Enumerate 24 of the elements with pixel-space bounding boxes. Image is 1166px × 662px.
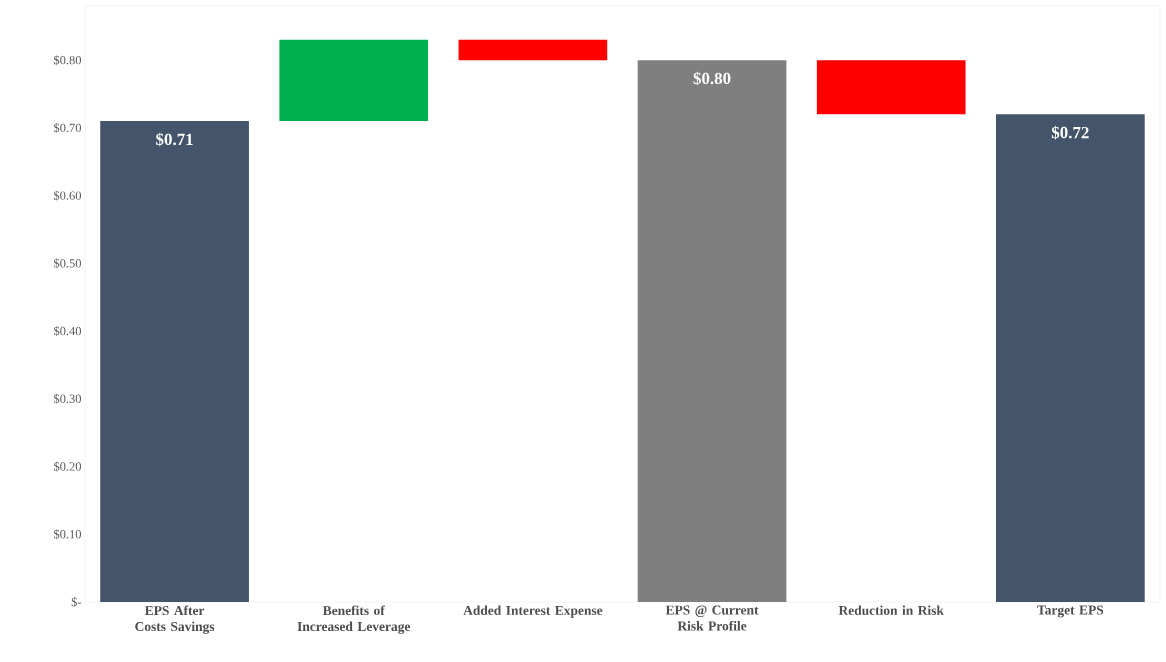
y-tick-label: $0.20 — [54, 461, 82, 472]
y-tick-label: $0.70 — [54, 122, 82, 133]
y-tick-label: $0.10 — [54, 529, 82, 540]
y-tick-label: $0.40 — [54, 326, 82, 337]
bar — [100, 121, 249, 602]
x-tick-label: EPS @ Current Risk Profile — [665, 605, 759, 631]
data-label: $0.72 — [1051, 125, 1089, 140]
x-tick-label: Target EPS — [1037, 605, 1104, 618]
bar — [637, 60, 787, 602]
bar — [816, 60, 966, 115]
y-tick-label: $0.60 — [54, 190, 82, 201]
x-tick-label: Reduction in Risk — [838, 605, 944, 616]
bar — [458, 39, 608, 61]
data-label: $0.71 — [156, 132, 193, 147]
y-tick-label: $- — [71, 597, 82, 607]
y-tick-label: $0.50 — [54, 258, 82, 269]
x-tick-label: Benefits of Increased Leverage — [297, 605, 411, 634]
x-tick-label: Added Interest Expense — [463, 605, 603, 618]
y-tick-label: $0.30 — [54, 393, 82, 404]
data-label: $0.80 — [693, 71, 731, 86]
y-tick-label: $0.80 — [54, 55, 82, 66]
x-tick-label: EPS After Costs Savings — [135, 605, 215, 634]
bar — [996, 114, 1145, 602]
bar — [279, 39, 429, 122]
